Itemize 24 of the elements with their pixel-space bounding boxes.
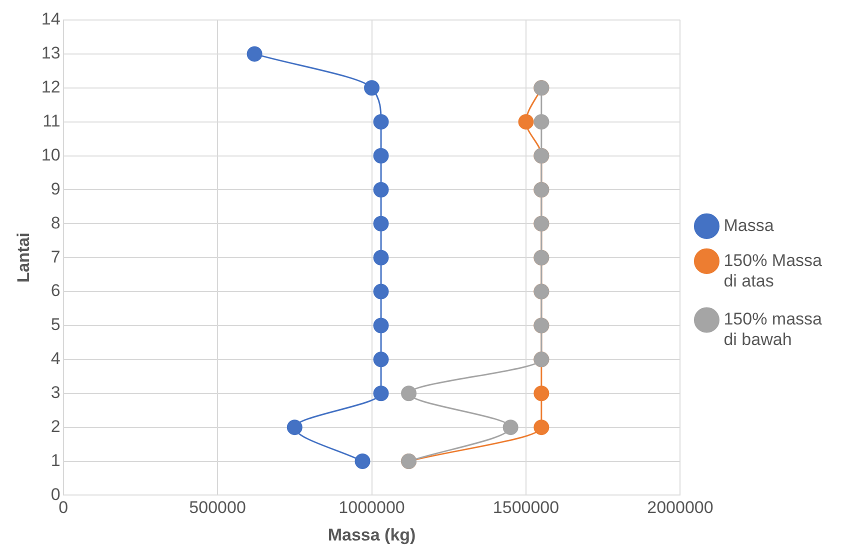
- x-tick-label: 500000: [189, 498, 246, 518]
- y-tick-label: 8: [50, 213, 60, 232]
- y-tick-label: 4: [50, 349, 60, 368]
- legend-label: 150% Massa di atas: [724, 250, 823, 290]
- y-tick-label: 13: [41, 44, 60, 63]
- x-tick-label: 2000000: [647, 498, 714, 518]
- y-tick-label: 2: [50, 417, 60, 436]
- y-tick-label: 12: [41, 78, 60, 97]
- y-tick-label: 7: [50, 247, 60, 266]
- y-tick-label: 14: [41, 10, 60, 29]
- y-tick-label: 5: [50, 315, 60, 334]
- y-tick-label: 6: [50, 281, 60, 300]
- y-tick-label: 0: [50, 484, 60, 504]
- y-tick-label: 1: [50, 450, 60, 470]
- x-axis-title: Massa (kg): [328, 525, 416, 544]
- y-tick-label: 3: [50, 383, 60, 402]
- y-axis-title: Lantai: [14, 232, 33, 283]
- legend-label: 150% massa di bawah: [724, 310, 823, 350]
- y-tick-label: 11: [42, 112, 60, 131]
- y-tick-label: 10: [41, 145, 60, 164]
- legend-label: Massa: [724, 216, 774, 235]
- x-tick-label: 1000000: [338, 498, 405, 518]
- y-tick-label: 9: [50, 179, 60, 198]
- x-tick-label: 1500000: [492, 498, 560, 518]
